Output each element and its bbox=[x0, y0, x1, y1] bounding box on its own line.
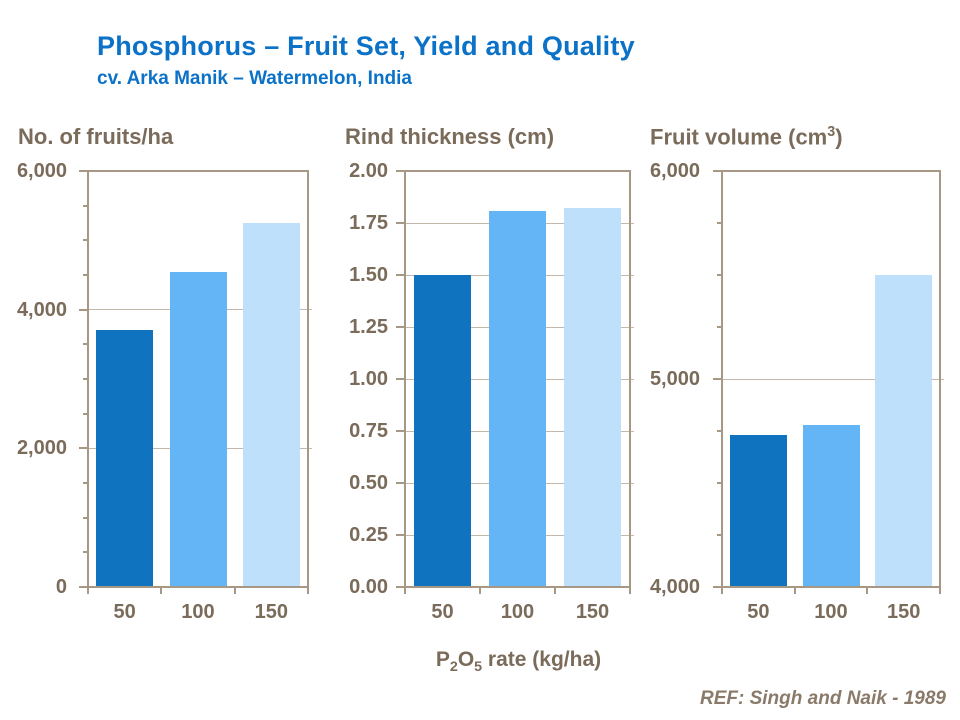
y-tick-label: 0.00 bbox=[349, 576, 388, 598]
bar-p2o5-50 bbox=[96, 330, 154, 587]
x-boundary-tick bbox=[939, 588, 941, 594]
y-tick bbox=[79, 447, 88, 450]
x-boundary-tick bbox=[233, 588, 236, 594]
x-boundary-tick bbox=[793, 588, 796, 594]
x-tick-label: 50 bbox=[747, 601, 770, 623]
y-tick-label: 0.25 bbox=[349, 524, 388, 546]
y-tick bbox=[396, 378, 405, 380]
y-minor-tick bbox=[83, 482, 88, 484]
page-subtitle: cv. Arka Manik – Watermelon, India bbox=[97, 68, 413, 89]
bar-p2o5-150 bbox=[875, 275, 933, 587]
y-tick-label: 5,000 bbox=[649, 368, 700, 390]
y-minor-tick bbox=[717, 534, 722, 536]
gridline bbox=[722, 378, 944, 380]
x-boundary-tick bbox=[160, 588, 163, 594]
y-minor-tick bbox=[83, 551, 88, 554]
page-title: Phosphorus – Fruit Set, Yield and Qualit… bbox=[97, 31, 635, 61]
x-boundary-tick bbox=[629, 588, 631, 594]
y-tick bbox=[79, 586, 88, 588]
y-minor-tick bbox=[83, 412, 88, 415]
x-axis-label: P2O5 rate (kg/ha) bbox=[435, 648, 602, 676]
y-tick bbox=[713, 586, 722, 588]
y-tick-label: 6,000 bbox=[16, 160, 67, 182]
y-tick bbox=[396, 222, 405, 224]
x-tick-label: 100 bbox=[500, 601, 535, 623]
x-boundary-tick bbox=[307, 588, 309, 594]
x-boundary-tick bbox=[87, 588, 89, 594]
y-tick-label: 0.75 bbox=[349, 420, 388, 442]
y-minor-tick bbox=[83, 343, 88, 346]
y-tick-label: 1.75 bbox=[349, 212, 388, 234]
x-boundary-tick bbox=[479, 588, 481, 594]
bar-p2o5-100 bbox=[802, 424, 860, 587]
y-tick-label: 0.50 bbox=[349, 472, 388, 494]
bar-p2o5-50 bbox=[729, 435, 787, 587]
y-tick-label: 4,000 bbox=[649, 576, 700, 598]
y-tick bbox=[396, 586, 405, 588]
chart-title: Fruit volume (cm3) bbox=[650, 124, 843, 150]
x-tick-label: 150 bbox=[886, 601, 921, 623]
y-tick bbox=[79, 308, 88, 311]
y-minor-tick bbox=[717, 274, 722, 276]
bar-p2o5-150 bbox=[564, 208, 621, 587]
y-minor-tick bbox=[83, 378, 88, 380]
bar-p2o5-150 bbox=[242, 223, 300, 587]
bar-p2o5-100 bbox=[169, 271, 227, 587]
y-tick-label: 4,000 bbox=[16, 298, 67, 321]
y-tick bbox=[713, 170, 722, 172]
y-minor-tick bbox=[83, 274, 88, 276]
y-tick bbox=[713, 378, 722, 380]
y-minor-tick bbox=[717, 430, 722, 432]
chart-title: No. of fruits/ha bbox=[18, 124, 174, 149]
x-tick-label: 150 bbox=[254, 601, 288, 623]
chart-title: Rind thickness (cm) bbox=[345, 124, 555, 149]
plot-area bbox=[404, 170, 631, 588]
y-tick bbox=[79, 170, 88, 172]
x-tick-label: 150 bbox=[575, 601, 610, 623]
y-tick-label: 2,000 bbox=[16, 437, 67, 460]
y-minor-tick bbox=[717, 222, 722, 224]
x-boundary-tick bbox=[554, 588, 556, 594]
x-tick-label: 100 bbox=[814, 601, 848, 623]
y-minor-tick bbox=[83, 204, 88, 207]
x-boundary-tick bbox=[866, 588, 869, 594]
bar-p2o5-100 bbox=[489, 210, 546, 587]
y-minor-tick bbox=[717, 482, 722, 484]
y-tick bbox=[396, 326, 405, 328]
y-minor-tick bbox=[717, 326, 722, 328]
y-tick-label: 6,000 bbox=[649, 160, 700, 182]
y-minor-tick bbox=[83, 516, 88, 519]
y-tick-label: 1.50 bbox=[349, 264, 388, 286]
x-tick-label: 50 bbox=[431, 601, 454, 623]
x-tick-label: 100 bbox=[181, 601, 215, 623]
y-tick-label: 2.00 bbox=[349, 160, 388, 182]
y-tick bbox=[396, 534, 405, 536]
y-tick bbox=[396, 430, 405, 432]
y-tick bbox=[396, 170, 405, 172]
y-tick-label: 1.25 bbox=[349, 316, 388, 338]
y-tick-label: 0 bbox=[55, 576, 67, 598]
x-boundary-tick bbox=[721, 588, 723, 594]
reference-text: REF: Singh and Naik - 1989 bbox=[700, 688, 946, 709]
y-minor-tick bbox=[83, 239, 88, 242]
y-tick bbox=[396, 274, 405, 276]
x-boundary-tick bbox=[404, 588, 406, 594]
plot-area bbox=[87, 170, 309, 588]
plot-area bbox=[721, 170, 941, 588]
x-tick-label: 50 bbox=[113, 601, 136, 623]
y-tick bbox=[396, 482, 405, 484]
y-tick-label: 1.00 bbox=[349, 368, 388, 390]
bar-p2o5-50 bbox=[414, 275, 471, 587]
